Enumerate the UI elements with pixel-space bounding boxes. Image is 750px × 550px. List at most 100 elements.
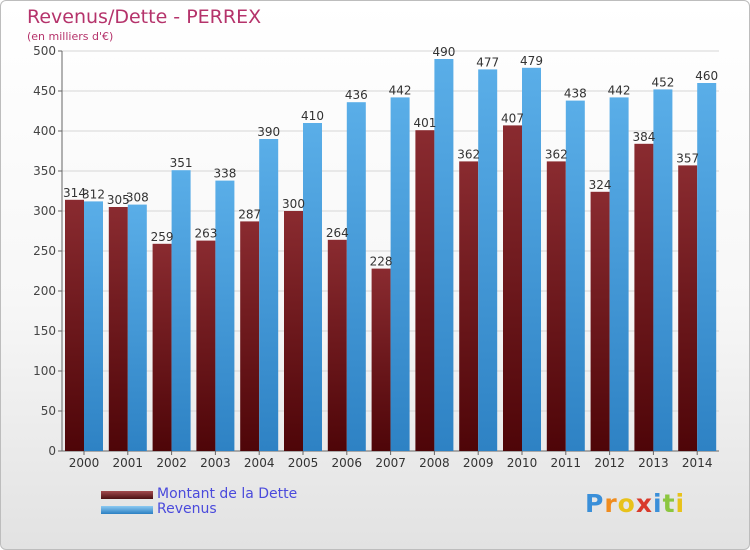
y-tick-label: 100 <box>33 364 56 378</box>
bar-revenus <box>127 204 147 451</box>
bar-revenus <box>434 59 454 451</box>
bar-dette <box>415 130 435 451</box>
data-label-dette: 305 <box>107 193 130 207</box>
bar-dette <box>546 161 566 451</box>
bar-revenus <box>697 83 717 451</box>
data-label-revenus: 479 <box>520 54 543 68</box>
legend-swatch-revenus <box>101 506 153 514</box>
x-tick-label: 2013 <box>638 456 669 470</box>
x-tick-label: 2001 <box>113 456 144 470</box>
y-tick-label: 200 <box>33 284 56 298</box>
chart-subtitle: (en milliers d'€) <box>27 30 114 43</box>
data-label-dette: 228 <box>370 255 393 269</box>
x-tick-label: 2010 <box>507 456 538 470</box>
data-label-dette: 264 <box>326 226 349 240</box>
y-tick-label: 250 <box>33 244 56 258</box>
bar-dette <box>678 165 698 451</box>
x-tick-label: 2003 <box>200 456 231 470</box>
chart-title: Revenus/Dette - PERREX <box>27 6 262 28</box>
data-label-revenus: 477 <box>476 55 499 69</box>
x-tick-label: 2006 <box>332 456 363 470</box>
data-label-revenus: 438 <box>564 87 587 101</box>
x-tick-label: 2004 <box>244 456 275 470</box>
bar-dette <box>284 211 303 451</box>
y-tick-label: 300 <box>33 204 56 218</box>
data-label-dette: 300 <box>282 197 305 211</box>
bar-revenus <box>522 67 541 452</box>
y-tick-label: 350 <box>33 164 56 178</box>
legend-swatch-dette <box>101 491 153 499</box>
bar-dette <box>65 199 84 451</box>
bar-dette <box>240 221 260 451</box>
bar-dette <box>634 143 654 452</box>
bar-revenus <box>565 100 585 451</box>
legend-label-dette: Montant de la Dette <box>157 486 298 502</box>
x-tick-label: 2009 <box>463 456 494 470</box>
data-label-revenus: 436 <box>345 88 368 102</box>
bar-dette <box>196 240 216 451</box>
y-tick-label: 450 <box>33 84 56 98</box>
data-label-dette: 407 <box>501 111 524 125</box>
bar-revenus <box>346 102 366 451</box>
bar-dette <box>327 239 347 451</box>
bar-revenus <box>653 89 673 452</box>
bar-dette <box>152 243 172 451</box>
data-label-revenus: 452 <box>651 75 674 89</box>
data-label-dette: 287 <box>238 207 261 221</box>
bar-revenus <box>478 69 498 452</box>
bar-revenus <box>259 139 279 451</box>
bar-revenus <box>84 201 103 451</box>
logo-letter: r <box>604 489 618 518</box>
bar-revenus <box>390 97 410 452</box>
data-label-revenus: 351 <box>170 156 193 170</box>
bar-dette <box>459 161 479 451</box>
y-tick-label: 150 <box>33 324 56 338</box>
data-label-revenus: 338 <box>213 167 236 181</box>
y-tick-label: 500 <box>33 44 56 58</box>
data-label-dette: 324 <box>589 178 612 192</box>
y-tick-label: 50 <box>41 404 56 418</box>
bar-revenus <box>303 123 322 451</box>
data-label-dette: 259 <box>151 230 174 244</box>
x-tick-label: 2008 <box>419 456 450 470</box>
data-label-revenus: 410 <box>301 109 324 123</box>
x-tick-label: 2002 <box>156 456 187 470</box>
data-label-dette: 384 <box>632 130 655 144</box>
bar-dette <box>371 268 391 451</box>
data-label-dette: 263 <box>194 227 217 241</box>
data-label-revenus: 390 <box>257 125 280 139</box>
data-label-dette: 314 <box>63 186 86 200</box>
bar-revenus <box>171 170 191 451</box>
bar-revenus <box>609 97 629 452</box>
data-label-dette: 362 <box>457 147 480 161</box>
logo-letter: x <box>635 489 653 518</box>
data-label-revenus: 312 <box>82 187 105 201</box>
logo-letter: i <box>653 489 663 518</box>
data-label-revenus: 490 <box>432 45 455 59</box>
proxiti-logo: Proxiti <box>585 489 685 518</box>
logo-letter: t <box>662 489 676 518</box>
y-tick-label: 0 <box>48 444 56 458</box>
logo-letter: o <box>617 489 636 518</box>
legend-label-revenus: Revenus <box>157 501 217 517</box>
x-tick-label: 2011 <box>551 456 582 470</box>
bar-dette <box>590 191 610 452</box>
y-tick-label: 400 <box>33 124 56 138</box>
bar-dette <box>503 125 522 452</box>
data-label-dette: 362 <box>545 147 568 161</box>
data-label-dette: 401 <box>413 116 436 130</box>
logo-letter: i <box>675 489 686 518</box>
data-label-revenus: 442 <box>389 83 412 97</box>
data-label-revenus: 442 <box>608 83 631 97</box>
logo-letter: P <box>585 489 605 518</box>
x-tick-label: 2005 <box>288 456 319 470</box>
bar-dette <box>108 207 128 451</box>
x-tick-label: 2012 <box>594 456 625 470</box>
data-label-revenus: 460 <box>695 69 718 83</box>
x-tick-label: 2000 <box>69 456 100 470</box>
data-label-dette: 357 <box>676 151 699 165</box>
x-tick-label: 2007 <box>375 456 406 470</box>
data-label-revenus: 308 <box>126 191 149 205</box>
